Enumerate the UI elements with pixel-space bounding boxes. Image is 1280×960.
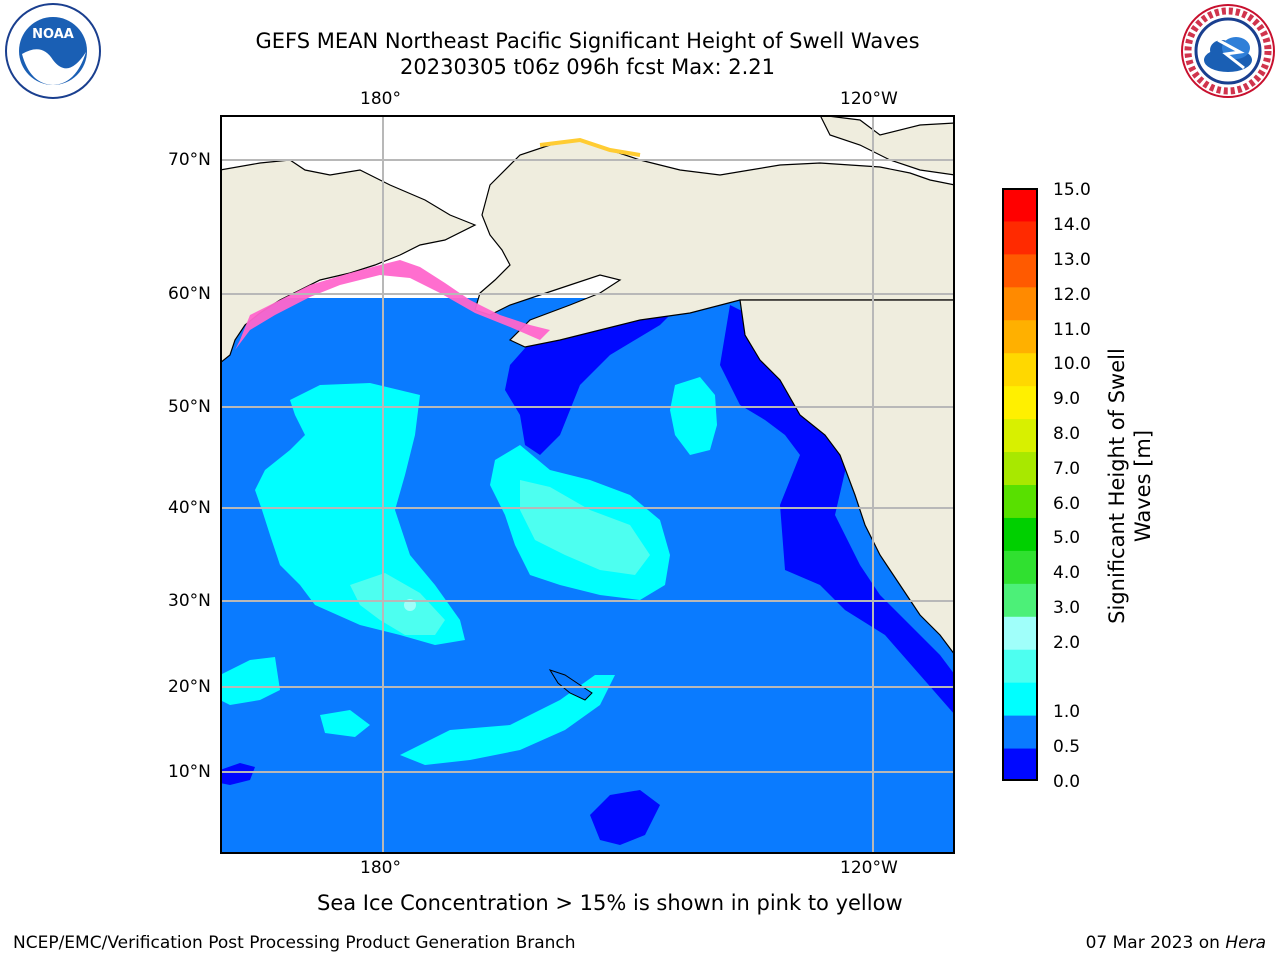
noaa-logo: NOAA [2,2,104,100]
colorbar-segment [1002,517,1038,551]
chart-title: GEFS MEAN Northeast Pacific Significant … [255,29,920,53]
sea-ice-note: Sea Ice Concentration > 15% is shown in … [317,891,903,915]
lon-label-top-180: 180° [360,89,401,109]
land-hawaii [548,669,593,701]
cb-tick-5: 5.0 [1053,528,1081,548]
lat-label-30n: 30°N [168,591,211,611]
map-svg [220,115,955,854]
swell-trade [400,675,615,765]
colorbar [1002,188,1038,782]
cb-tick-1: 1.0 [1053,702,1081,722]
noaa-logo-text: NOAA [32,27,74,42]
sea-ice-bering [230,260,550,360]
cb-tick-13: 13.0 [1053,250,1091,270]
colorbar-label: Significant Height of Swell Waves [m] [1104,336,1156,636]
cb-tick-6: 6.0 [1053,494,1081,514]
cb-tick-8: 8.0 [1053,424,1081,444]
lat-label-50n: 50°N [168,397,211,417]
land-north-america [739,299,955,656]
chart-subtitle: 20230305 t06z 096h fcst Max: 2.21 [400,55,775,79]
lon-label-top-120w: 120°W [840,89,898,109]
map-panel [220,115,955,854]
low-swell-south [590,790,660,845]
colorbar-segment [1002,616,1038,650]
colorbar-segment [1002,319,1038,354]
cb-tick-12: 12.0 [1053,285,1091,305]
colorbar-svg [1002,188,1038,782]
cb-tick-9: 9.0 [1053,389,1081,409]
colorbar-segment [1002,352,1038,387]
swell-west-large [255,383,465,645]
colorbar-segment [1002,418,1038,453]
colorbar-segment [1002,748,1038,782]
colorbar-segment [1002,286,1038,321]
colorbar-segment [1002,649,1038,683]
cb-tick-0: 0.0 [1053,772,1081,792]
cb-tick-11: 11.0 [1053,320,1091,340]
swell-northeast [670,377,717,455]
lat-label-10n: 10°N [168,762,211,782]
cb-tick-4: 4.0 [1053,563,1081,583]
colorbar-frame [1002,188,1038,781]
colorbar-segment [1002,385,1038,420]
colorbar-segment [1002,484,1038,518]
lat-label-60n: 60°N [168,284,211,304]
lat-label-40n: 40°N [168,498,211,518]
colorbar-label-line1: Significant Height of Swell [1105,348,1129,624]
colorbar-segment [1002,188,1038,222]
cb-tick-15: 15.0 [1053,180,1091,200]
footer-right: 07 Mar 2023 on Hera [1086,933,1266,953]
footer-left: NCEP/EMC/Verification Post Processing Pr… [13,933,576,953]
colorbar-segment [1002,220,1038,255]
colorbar-label-line2: Waves [m] [1131,429,1155,543]
map-frame [220,115,955,854]
cb-tick-14: 14.0 [1053,215,1091,235]
swell-core-west [350,573,445,635]
nws-logo [1178,2,1278,100]
colorbar-segment [1002,583,1038,617]
cb-tick-0-5: 0.5 [1053,737,1081,757]
swell-core-central [520,480,650,575]
lon-label-bottom-180: 180° [360,858,401,878]
cb-tick-10: 10.0 [1053,354,1091,374]
colorbar-segment [1002,682,1038,716]
cb-tick-2: 2.0 [1053,633,1081,653]
cb-tick-7: 7.0 [1053,459,1081,479]
colorbar-segment [1002,715,1038,749]
colorbar-segment [1002,253,1038,288]
lon-label-bottom-120w: 120°W [840,858,898,878]
land-chukotka [220,159,477,364]
colorbar-segment [1002,451,1038,485]
lat-label-20n: 20°N [168,677,211,697]
graticule [220,115,955,854]
footer-date: 07 Mar 2023 on [1085,933,1226,953]
sea-ice-arctic-edge [539,137,641,157]
colorbar-segment [1002,550,1038,584]
cb-tick-3: 3.0 [1053,598,1081,618]
lat-label-70n: 70°N [168,150,211,170]
footer-host: Hera [1225,933,1266,953]
